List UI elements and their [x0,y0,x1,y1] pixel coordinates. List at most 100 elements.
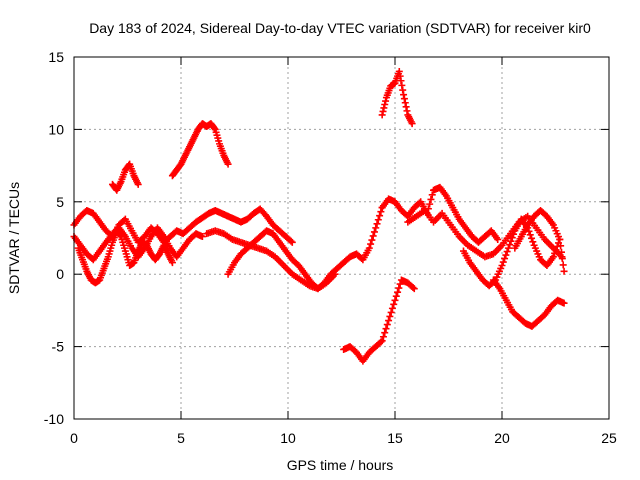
chart-title: Day 183 of 2024, Sidereal Day-to-day VTE… [89,20,591,36]
data-point [392,292,400,300]
data-point [510,230,518,238]
series-trace-9 [378,67,416,128]
data-point [397,77,405,85]
data-point [378,337,386,345]
data-point [426,200,434,208]
series-trace-5 [168,120,232,180]
data-point [224,160,232,168]
series-trace-13 [489,276,568,330]
data-point [116,231,124,239]
data-point [558,255,566,263]
data-point [401,99,409,107]
y-tick-label: 10 [48,121,64,137]
y-tick-label: -10 [44,411,64,427]
data-point [557,242,565,250]
data-point [549,253,557,261]
data-point [398,81,406,89]
x-axis-label: GPS time / hours [287,457,394,473]
data-point [529,238,537,246]
data-point [504,244,512,252]
data-point [551,249,559,257]
data-point [379,333,387,341]
data-point [287,237,295,245]
axis-ticks: 0 5 10 15 20 25 -10 -5 0 5 10 15 [44,49,617,446]
data-point [369,232,377,240]
data-points [70,67,568,365]
series-trace-8 [340,276,418,365]
x-tick-label: 20 [494,430,510,446]
data-point [370,228,378,236]
data-point [168,259,176,267]
data-point [372,224,380,232]
data-point [410,285,418,293]
data-point [560,299,568,307]
data-point [378,111,386,119]
x-tick-label: 0 [70,430,78,446]
data-point [365,244,373,252]
data-point [499,258,507,266]
data-point [557,248,565,256]
data-point [288,238,296,246]
data-point [373,220,381,228]
series-trace-7 [203,227,339,293]
data-point [386,312,394,320]
data-point [388,304,396,312]
y-tick-label: 15 [48,49,64,65]
data-point [559,261,567,269]
data-point [552,246,560,254]
data-point [374,216,382,224]
series-trace-1 [70,205,296,246]
data-point [396,72,404,80]
data-point [560,267,568,275]
data-point [383,321,391,329]
data-point [403,107,411,115]
data-point [408,120,416,128]
data-point [400,91,408,99]
series-trace-3 [74,227,176,287]
data-point [506,241,514,249]
data-point [387,308,395,316]
grid-lines [74,57,609,419]
data-point [381,100,389,108]
data-point [428,191,436,199]
data-point [503,248,511,256]
data-point [376,212,384,220]
data-point [391,296,399,304]
data-point [385,317,393,325]
data-point [210,124,218,132]
data-point [367,240,375,248]
y-tick-label: 5 [56,194,64,210]
x-tick-label: 10 [280,430,296,446]
data-point [380,104,388,112]
data-point [377,338,385,346]
plot-frame [73,56,610,420]
data-point [395,67,403,75]
data-point [331,270,339,278]
data-point [394,288,402,296]
y-axis-label: SDTVAR / TECUs [6,182,22,294]
data-point [379,107,387,115]
data-point [368,236,376,244]
data-point [498,262,506,270]
data-point [556,235,564,243]
data-point [507,237,515,245]
data-point [198,233,206,241]
data-point [390,300,398,308]
data-point [494,235,502,243]
data-point [381,329,389,337]
data-point [409,284,417,292]
series-trace-4 [109,160,142,194]
data-point [501,255,509,263]
series-trace-14 [511,206,564,252]
data-point [377,208,385,216]
data-point [528,234,536,242]
data-point [508,234,516,242]
data-point [134,180,142,188]
x-tick-label: 5 [177,430,185,446]
data-point [427,195,435,203]
data-point [382,325,390,333]
data-point [399,86,407,94]
data-point [400,95,408,103]
y-tick-label: 0 [56,266,64,282]
